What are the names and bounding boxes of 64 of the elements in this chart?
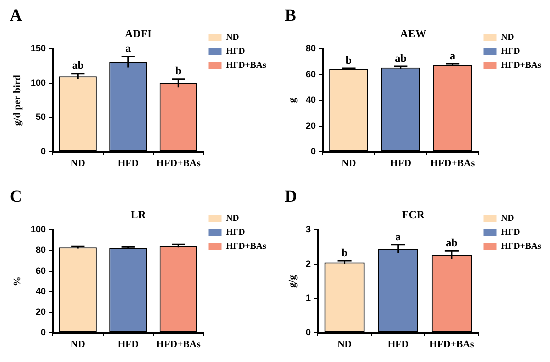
y-tick-label: 3 xyxy=(306,224,312,235)
y-tick-label: 20 xyxy=(306,120,316,131)
x-tick-label: HFD+BAs xyxy=(156,158,202,170)
y-tick-label: 150 xyxy=(30,44,46,54)
x-tick-label: ND xyxy=(70,158,86,170)
legend-label: HFD xyxy=(501,226,521,237)
annotation: b xyxy=(176,66,182,78)
annotation: b xyxy=(346,54,352,67)
legend-label: ND xyxy=(226,212,240,223)
x-tick-label: HFD xyxy=(390,158,412,170)
legend-label: HFD+BAs xyxy=(226,60,267,70)
chart-title: ADFI xyxy=(125,28,152,40)
y-axis-title: g/g xyxy=(288,275,299,288)
annotation: a xyxy=(126,43,132,56)
annotation: a xyxy=(396,231,402,244)
legend-label: HFD xyxy=(226,226,246,237)
chart-title: FCR xyxy=(402,209,426,222)
y-tick-label: 60 xyxy=(306,69,316,80)
x-tick-label: HFD+BAs xyxy=(430,340,474,351)
y-axis-title: % xyxy=(12,276,24,287)
text: B xyxy=(285,6,296,26)
text: A xyxy=(10,6,22,26)
legend-label: ND xyxy=(226,32,240,42)
legend-label: HFD+BAs xyxy=(501,240,542,251)
y-tick-label: 60 xyxy=(36,266,46,276)
annotation: ab xyxy=(446,237,458,250)
annotation: b xyxy=(342,247,348,260)
legend-label: HFD+BAs xyxy=(226,240,267,251)
chart-title: AEW xyxy=(400,28,427,40)
x-tick-label: HFD+BAs xyxy=(430,158,476,170)
annotation: ab xyxy=(72,60,84,72)
y-tick-label: 80 xyxy=(36,245,46,256)
annotation: a xyxy=(450,50,456,62)
y-tick-label: 80 xyxy=(306,44,316,54)
x-tick-label: ND xyxy=(338,340,352,351)
y-tick-label: 20 xyxy=(36,306,46,317)
x-tick-label: HFD xyxy=(118,158,139,170)
y-tick-label: 1 xyxy=(306,293,312,304)
legend-label: HFD xyxy=(501,46,521,56)
legend-label: HFD xyxy=(226,46,246,56)
annotation: ab xyxy=(395,52,407,65)
y-tick-label: 100 xyxy=(30,224,46,235)
legend-label: ND xyxy=(501,32,515,42)
y-tick-label: 40 xyxy=(36,286,46,296)
y-axis-title: g xyxy=(288,98,299,104)
x-tick-label: HFD xyxy=(118,340,139,351)
y-tick-label: 100 xyxy=(30,78,46,88)
x-tick-label: HFD+BAs xyxy=(156,340,202,351)
chart-title: LR xyxy=(130,209,148,222)
y-tick-label: 0 xyxy=(41,146,46,156)
y-tick-label: 0 xyxy=(41,327,46,338)
legend-label: ND xyxy=(501,212,515,223)
x-tick-label: ND xyxy=(70,340,86,351)
y-axis-title: g/d per bird xyxy=(12,74,24,126)
y-tick-label: 50 xyxy=(36,112,46,122)
x-tick-label: ND xyxy=(342,158,356,170)
x-tick-label: HFD xyxy=(388,340,409,351)
y-tick-label: 2 xyxy=(306,258,312,269)
text: C xyxy=(10,187,22,207)
text: D xyxy=(285,187,298,207)
y-tick-label: 40 xyxy=(306,95,316,106)
y-tick-label: 0 xyxy=(306,327,312,338)
legend-label: HFD+BAs xyxy=(501,60,542,70)
y-tick-label: 0 xyxy=(310,146,316,156)
